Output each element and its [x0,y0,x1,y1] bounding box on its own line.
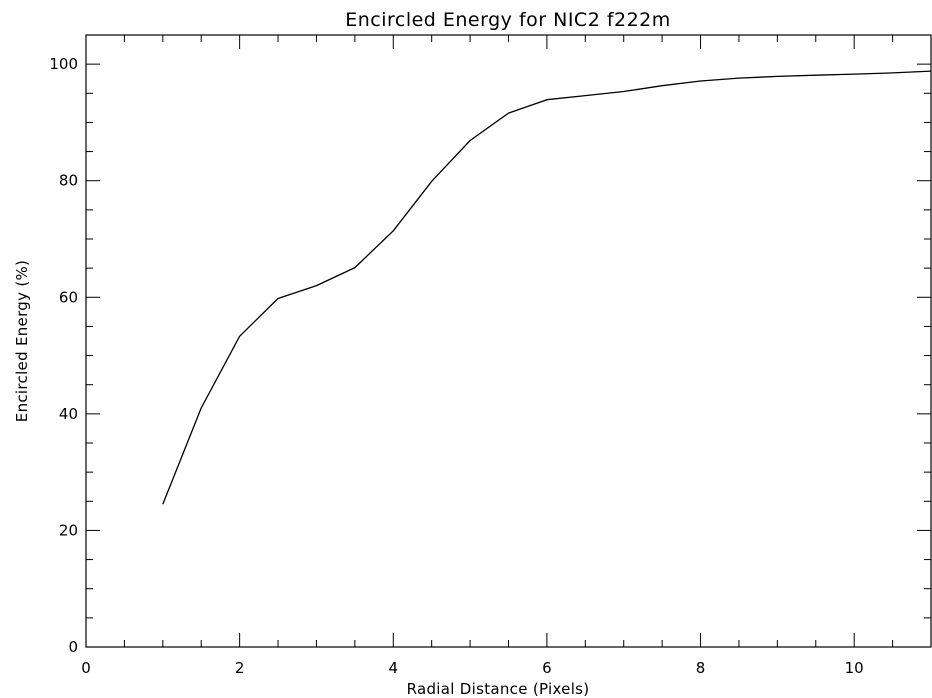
y-tick-label: 60 [59,288,78,306]
y-axis-label: Encircled Energy (%) [13,260,31,422]
y-tick-label: 100 [49,55,78,73]
x-axis-label: Radial Distance (Pixels) [407,680,590,698]
y-tick-label: 0 [68,638,78,656]
series-line [162,70,932,505]
x-tick-label: 8 [696,659,706,677]
x-tick-label: 2 [235,659,245,677]
chart-title: Encircled Energy for NIC2 f222m [345,9,671,31]
y-tick-label: 80 [59,172,78,190]
y-tick-label: 20 [59,521,78,539]
y-tick-label: 40 [59,405,78,423]
x-tick-label: 4 [388,659,398,677]
x-tick-label: 0 [81,659,91,677]
plot-frame [85,34,932,648]
axis-ticks [85,35,931,648]
x-tick-label: 10 [845,659,864,677]
x-tick-label: 6 [542,659,552,677]
